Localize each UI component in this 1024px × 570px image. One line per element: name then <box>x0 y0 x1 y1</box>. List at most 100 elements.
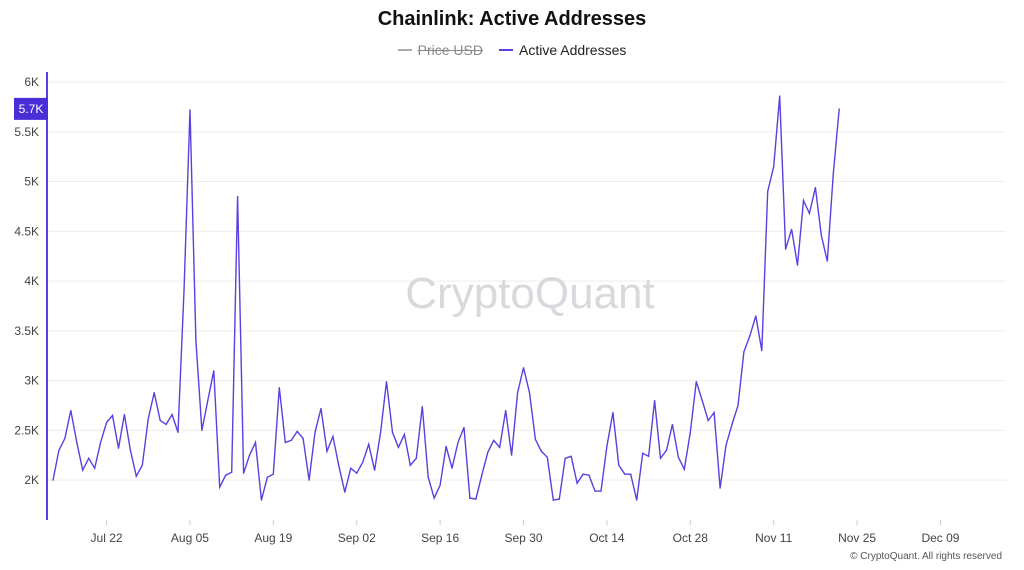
data-point[interactable] <box>761 350 763 352</box>
data-point[interactable] <box>838 108 840 110</box>
data-point[interactable] <box>123 413 126 416</box>
data-point[interactable] <box>779 95 781 97</box>
data-point[interactable] <box>546 456 548 458</box>
data-point[interactable] <box>165 423 167 426</box>
data-point[interactable] <box>320 407 322 410</box>
data-point[interactable] <box>487 451 489 453</box>
data-point[interactable] <box>725 444 727 446</box>
data-point[interactable] <box>665 449 668 451</box>
data-point[interactable] <box>201 429 203 432</box>
data-point[interactable] <box>731 423 733 426</box>
data-point[interactable] <box>481 474 483 476</box>
data-point[interactable] <box>612 411 614 414</box>
data-point[interactable] <box>52 479 54 481</box>
data-point[interactable] <box>219 486 221 488</box>
data-point[interactable] <box>713 411 715 414</box>
data-point[interactable] <box>606 445 608 447</box>
data-point[interactable] <box>785 248 787 250</box>
data-point[interactable] <box>790 228 793 230</box>
data-point[interactable] <box>350 467 352 469</box>
data-point[interactable] <box>695 381 697 383</box>
data-point[interactable] <box>409 464 411 466</box>
data-point[interactable] <box>82 469 84 471</box>
data-point[interactable] <box>499 446 501 448</box>
data-point[interactable] <box>111 414 114 417</box>
data-point[interactable] <box>832 172 834 175</box>
data-point[interactable] <box>582 473 584 475</box>
data-point[interactable] <box>505 409 507 412</box>
data-point[interactable] <box>391 431 394 433</box>
data-point[interactable] <box>820 234 822 236</box>
data-point[interactable] <box>290 439 292 441</box>
data-point[interactable] <box>630 473 632 475</box>
data-point[interactable] <box>808 212 811 214</box>
data-point[interactable] <box>558 498 560 500</box>
data-point[interactable] <box>76 441 78 443</box>
data-point[interactable] <box>475 498 477 500</box>
data-point[interactable] <box>284 441 286 443</box>
legend-item-price-usd[interactable]: Price USD <box>397 42 483 58</box>
data-point[interactable] <box>445 445 447 447</box>
data-point[interactable] <box>242 472 245 474</box>
data-point[interactable] <box>588 474 590 476</box>
data-point[interactable] <box>648 455 650 457</box>
data-point[interactable] <box>642 452 644 454</box>
data-point[interactable] <box>356 472 358 474</box>
data-point[interactable] <box>308 479 310 481</box>
data-point[interactable] <box>374 469 376 471</box>
data-point[interactable] <box>159 419 161 422</box>
data-point[interactable] <box>570 455 572 457</box>
data-point[interactable] <box>195 340 197 342</box>
data-point[interactable] <box>421 405 423 408</box>
legend-item-active-addresses[interactable]: Active Addresses <box>498 42 626 58</box>
data-point[interactable] <box>171 413 173 416</box>
data-point[interactable] <box>64 437 66 439</box>
data-point[interactable] <box>826 260 828 262</box>
data-point[interactable] <box>225 474 227 476</box>
data-point[interactable] <box>344 491 346 493</box>
data-point[interactable] <box>653 399 656 402</box>
data-point[interactable] <box>594 490 596 492</box>
data-point[interactable] <box>105 421 108 424</box>
data-point[interactable] <box>451 467 453 469</box>
data-point[interactable] <box>463 426 465 429</box>
data-point[interactable] <box>618 464 620 466</box>
data-point[interactable] <box>439 484 441 486</box>
data-point[interactable] <box>189 109 191 111</box>
data-point[interactable] <box>153 391 155 394</box>
data-point[interactable] <box>737 404 739 407</box>
data-point[interactable] <box>415 457 417 459</box>
data-point[interactable] <box>70 409 72 412</box>
data-point[interactable] <box>516 391 519 394</box>
data-point[interactable] <box>403 433 405 435</box>
data-point[interactable] <box>260 499 263 501</box>
data-point[interactable] <box>457 441 459 443</box>
data-point[interactable] <box>332 435 334 437</box>
data-point[interactable] <box>135 475 137 477</box>
data-point[interactable] <box>338 465 340 467</box>
data-point[interactable] <box>433 497 435 499</box>
data-point[interactable] <box>773 166 775 168</box>
data-point[interactable] <box>296 430 298 433</box>
data-point[interactable] <box>469 497 471 499</box>
data-point[interactable] <box>88 457 90 459</box>
data-point[interactable] <box>814 186 816 189</box>
data-point[interactable] <box>743 351 745 353</box>
data-point[interactable] <box>141 464 143 466</box>
data-point[interactable] <box>213 370 215 372</box>
data-point[interactable] <box>802 199 805 202</box>
data-point[interactable] <box>147 417 149 420</box>
data-point[interactable] <box>511 454 513 456</box>
data-point[interactable] <box>540 450 542 452</box>
data-point[interactable] <box>254 441 257 443</box>
data-point[interactable] <box>636 499 638 501</box>
data-point[interactable] <box>701 399 703 402</box>
data-point[interactable] <box>624 473 626 475</box>
data-point[interactable] <box>564 457 566 459</box>
data-point[interactable] <box>183 290 185 292</box>
data-point[interactable] <box>302 437 304 439</box>
data-point[interactable] <box>278 387 280 389</box>
data-point[interactable] <box>368 443 370 445</box>
data-point[interactable] <box>100 441 102 443</box>
